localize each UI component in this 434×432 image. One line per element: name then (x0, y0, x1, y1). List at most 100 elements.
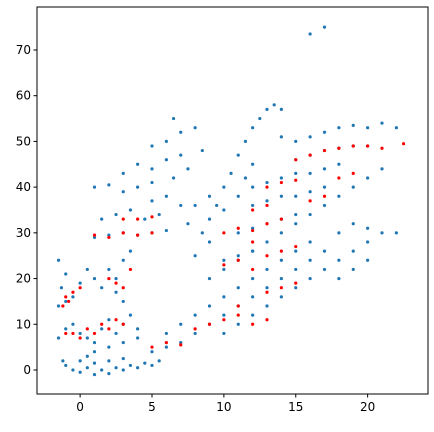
scatter-point (136, 217, 140, 221)
scatter-point (92, 235, 97, 240)
scatter-point (164, 139, 168, 144)
scatter-point (207, 276, 212, 281)
scatter-point (337, 126, 341, 130)
scatter-point (78, 359, 82, 363)
scatter-point (179, 130, 183, 134)
scatter-point (265, 304, 269, 308)
scatter-point (322, 25, 327, 29)
y-tick-label: 50 (16, 134, 31, 148)
scatter-point (179, 343, 183, 347)
scatter-point (128, 363, 133, 368)
scatter-point (236, 254, 240, 258)
scatter-point (164, 158, 168, 162)
scatter-point (236, 322, 240, 326)
scatter-point (164, 331, 168, 336)
scatter-point (78, 336, 82, 340)
scatter-point (164, 194, 168, 198)
scatter-point (294, 222, 298, 226)
scatter-point (85, 354, 89, 358)
scatter-point (279, 107, 283, 112)
scatter-point (59, 286, 64, 290)
scatter-point (251, 162, 255, 166)
scatter-point (107, 372, 111, 376)
scatter-point (337, 162, 341, 166)
scatter-point (100, 286, 104, 290)
scatter-point (322, 267, 327, 272)
scatter-point (92, 185, 97, 189)
scatter-point (136, 233, 140, 237)
scatter-point (265, 203, 269, 208)
scatter-point (85, 327, 89, 331)
scatter-point (100, 217, 104, 221)
scatter-point (366, 258, 370, 262)
scatter-point (92, 331, 97, 336)
plot-frame (36, 6, 429, 395)
scatter-point (92, 350, 97, 354)
scatter-point (193, 126, 197, 130)
scatter-point (380, 146, 384, 150)
scatter-point (279, 194, 283, 198)
scatter-point (107, 276, 111, 281)
scatter-point (136, 162, 140, 166)
scatter-point (121, 258, 125, 262)
scatter-point (308, 153, 312, 157)
scatter-point (64, 363, 68, 368)
scatter-point (92, 361, 97, 365)
scatter-point (279, 217, 283, 221)
scatter-point (179, 153, 183, 157)
scatter-point (279, 249, 283, 253)
scatter-point (265, 222, 269, 226)
scatter-point (272, 103, 276, 107)
scatter-point (236, 286, 240, 290)
scatter-point (136, 327, 140, 331)
scatter-point (200, 148, 204, 153)
scatter-point (64, 331, 68, 336)
x-tick-label: 5 (148, 400, 156, 414)
scatter-point (251, 240, 255, 244)
y-tick-label: 20 (16, 272, 31, 286)
scatter-point (279, 295, 283, 299)
scatter-point (121, 299, 125, 304)
scatter-point (107, 235, 111, 240)
scatter-point (136, 185, 140, 189)
scatter-point (294, 281, 298, 285)
scatter-point (366, 226, 370, 230)
scatter-point (294, 171, 298, 176)
scatter-point (351, 185, 355, 189)
scatter-point (121, 190, 125, 194)
scatter-point (394, 231, 398, 235)
scatter-point (193, 254, 197, 258)
scatter-point (171, 176, 176, 180)
scatter-point (251, 228, 255, 233)
scatter-point (322, 203, 327, 208)
scatter-point (251, 226, 255, 230)
scatter-point (128, 208, 133, 212)
x-tick-label: 10 (216, 400, 231, 414)
scatter-point (114, 290, 118, 294)
scatter-point (179, 203, 183, 208)
scatter-point (121, 171, 125, 176)
scatter-point (107, 318, 111, 322)
scatter-point (121, 217, 125, 221)
scatter-point (236, 153, 240, 157)
scatter-point (71, 368, 75, 372)
scatter-point (114, 276, 118, 281)
scatter-point (85, 366, 89, 370)
scatter-point (121, 322, 125, 326)
scatter-point (107, 345, 111, 349)
scatter-point (136, 336, 140, 340)
scatter-point (222, 263, 226, 267)
scatter-point (265, 254, 269, 258)
scatter-point (222, 295, 226, 299)
scatter-point (243, 139, 248, 144)
scatter-point (294, 267, 298, 272)
scatter-point (265, 267, 269, 272)
scatter-point (64, 295, 68, 299)
scatter-point (265, 199, 269, 203)
scatter-point (200, 231, 204, 235)
scatter-point (351, 123, 355, 128)
scatter-point (121, 286, 125, 290)
scatter-point (251, 267, 255, 272)
scatter-point (114, 318, 118, 322)
